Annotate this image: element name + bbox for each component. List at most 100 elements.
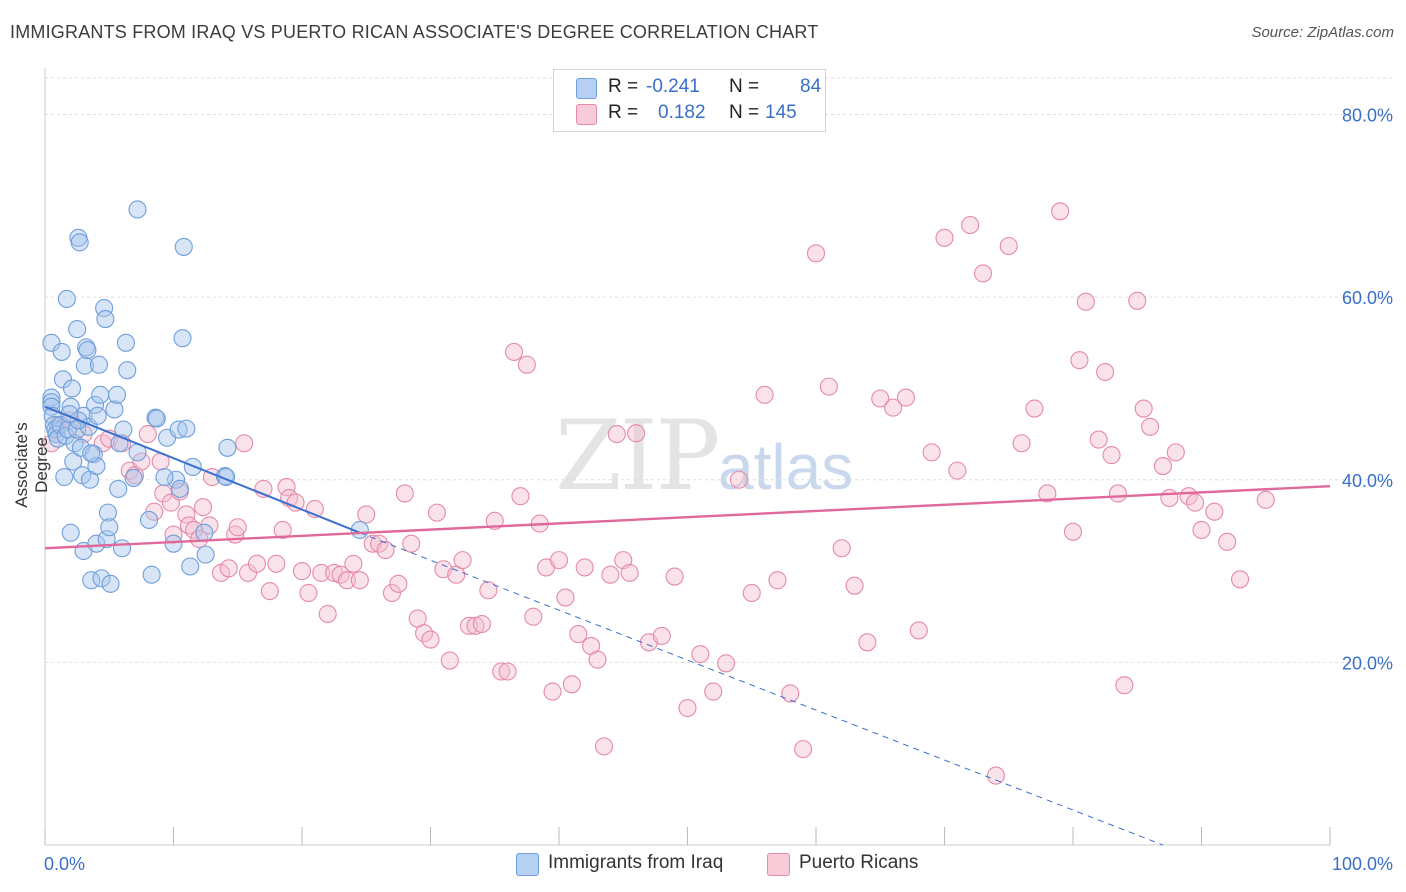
puerto-rican-point	[986, 766, 1005, 785]
puerto-rican-point	[806, 244, 826, 263]
puerto-rican-point	[607, 425, 626, 444]
puerto-rican-point	[498, 662, 517, 681]
y-tick-label: 60.0%	[1342, 288, 1393, 308]
puerto-rican-point	[1128, 291, 1147, 310]
iraq-point	[177, 419, 196, 438]
puerto-rican-point	[376, 541, 395, 560]
puerto-rican-point	[1025, 399, 1044, 418]
puerto-rican-point	[318, 604, 337, 624]
iraq-point	[97, 530, 116, 549]
puerto-rican-point	[402, 534, 421, 553]
iraq-point	[86, 395, 105, 414]
puerto-rican-point	[1166, 443, 1185, 462]
puerto-rican-point	[1205, 502, 1224, 521]
legend-r-label: R =	[608, 76, 639, 97]
puerto-rican-point	[973, 264, 993, 283]
puerto-rican-point	[228, 518, 247, 537]
iraq-point	[61, 397, 80, 416]
source-label: Source: ZipAtlas.com	[1251, 24, 1394, 41]
puerto-rican-point	[1153, 457, 1172, 476]
puerto-rican-point	[601, 565, 620, 584]
puerto-rican-point	[935, 228, 954, 247]
iraq-point	[65, 434, 84, 453]
puerto-rican-point	[691, 645, 710, 664]
puerto-rican-point	[620, 563, 639, 582]
iraq-point	[113, 539, 132, 558]
puerto-rican-point	[337, 571, 357, 590]
legend-n-value: 145	[765, 102, 797, 123]
iraq-point	[52, 342, 71, 361]
puerto-rican-point	[312, 563, 331, 582]
watermark-atlas: atlas	[718, 431, 854, 503]
iraq-point	[128, 200, 147, 219]
iraq-point	[42, 333, 61, 352]
puerto-rican-point	[440, 651, 459, 670]
puerto-rican-point	[588, 650, 607, 669]
puerto-rican-point	[896, 388, 916, 407]
puerto-rican-point	[395, 484, 414, 503]
puerto-rican-point	[1076, 292, 1095, 311]
puerto-rican-point	[472, 614, 491, 634]
puerto-rican-point	[194, 498, 213, 517]
puerto-rican-point	[678, 698, 697, 718]
puerto-rican-point	[1096, 362, 1115, 382]
iraq-point	[87, 534, 106, 553]
puerto-rican-point	[569, 625, 588, 644]
puerto-rican-point	[517, 355, 536, 374]
puerto-rican-point	[524, 607, 543, 626]
puerto-rican-point	[858, 633, 877, 652]
puerto-rican-point	[1108, 484, 1128, 503]
chart-title: IMMIGRANTS FROM IRAQ VS PUERTO RICAN ASS…	[10, 22, 819, 42]
puerto-rican-point	[132, 452, 151, 471]
puerto-rican-point	[832, 539, 851, 558]
iraq-point	[109, 479, 128, 498]
iraq-point	[62, 379, 82, 398]
puerto-rican-point	[742, 583, 761, 603]
puerto-rican-point	[504, 342, 524, 361]
puerto-rican-point	[511, 487, 530, 506]
puerto-rican-point	[665, 567, 684, 586]
puerto-rican-point	[961, 215, 980, 235]
iraq-point	[124, 468, 143, 487]
x-tick-label-max: 100.0%	[1332, 854, 1393, 874]
puerto-rican-point	[1012, 434, 1031, 453]
iraq-point	[91, 385, 110, 404]
puerto-rican-point	[1141, 417, 1160, 436]
puerto-rican-point	[922, 443, 941, 462]
puerto-rican-point	[427, 503, 446, 522]
y-tick-label: 20.0%	[1342, 653, 1393, 673]
iraq-point	[140, 510, 159, 529]
puerto-rican-point	[277, 478, 296, 497]
puerto-rican-point	[299, 583, 318, 603]
legend-n-label: N =	[729, 102, 760, 123]
puerto-rican-trend-line	[44, 484, 1331, 550]
puerto-rican-point	[370, 534, 389, 553]
puerto-rican-point	[716, 654, 736, 673]
iraq-trend-extension	[359, 532, 1164, 846]
iraq-point	[55, 467, 74, 487]
puerto-rican-point	[219, 559, 238, 578]
legend-r-value: 0.182	[658, 102, 706, 123]
iraq-point	[42, 388, 61, 407]
puerto-rican-point	[794, 740, 813, 759]
iraq-point	[89, 355, 109, 374]
correlation-legend: R = -0.241 N = 84 R = 0.182 N = 145	[553, 69, 826, 132]
puerto-rican-point	[389, 574, 408, 593]
iraq-point	[164, 534, 183, 553]
y-tick-label: 40.0%	[1342, 471, 1393, 491]
x-tick-label-min: 0.0%	[44, 854, 85, 874]
iraq-point	[107, 385, 127, 404]
iraq-point	[183, 457, 202, 477]
puerto-rican-point	[273, 520, 292, 540]
puerto-rican-point	[819, 377, 838, 396]
puerto-rican-point	[382, 583, 402, 603]
puerto-rican-point	[485, 511, 504, 530]
y-tick-label: 80.0%	[1342, 106, 1393, 126]
puerto-rican-point	[344, 554, 363, 573]
legend-n-label: N =	[729, 76, 760, 97]
iraq-point	[218, 438, 237, 457]
iraq-point	[82, 444, 101, 463]
puerto-rican-point	[260, 582, 279, 601]
iraq-point	[70, 233, 89, 252]
